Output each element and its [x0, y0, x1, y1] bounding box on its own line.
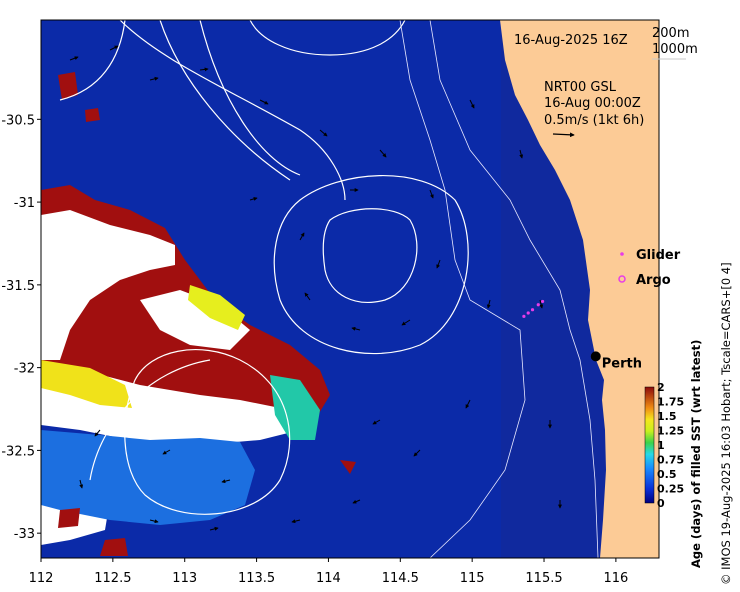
lon-tick-label: 112: [29, 571, 54, 586]
green-patch: [270, 375, 320, 440]
colorbar-tick-label: 2: [657, 381, 665, 394]
lat-tick-label: -32.5: [1, 444, 35, 459]
colorbar-tick-label: 0.5: [657, 468, 677, 481]
current-time: 16-Aug 00:00Z: [544, 96, 641, 111]
colorbar-tick-label: 1.25: [657, 425, 684, 438]
lon-tick-label: 114.5: [382, 571, 419, 586]
lat-tick-label: -31.5: [1, 279, 35, 294]
longitude-axis: 112 112.5 113 113.5 114 114.5 115 115.5 116: [29, 558, 628, 586]
glider-position: [540, 299, 545, 304]
lon-tick-label: 115.5: [525, 571, 562, 586]
colorbar-tick-label: 0.25: [657, 483, 684, 496]
colorbar-tick-label: 1.75: [657, 396, 684, 409]
credit-text: © IMOS 19-Aug-2025 16:03 Hobart; Tscale=…: [719, 262, 733, 585]
city-marker: [590, 351, 601, 362]
colorbar-title: Age (days) of filled SST (wrt latest): [689, 340, 703, 568]
glider-position: [530, 308, 535, 312]
contour-legend-200m: 200m: [652, 26, 689, 41]
colorbar-tick-label: 0: [657, 497, 665, 510]
latitude-axis: -30.5 -31 -31.5 -32 -32.5 -33: [1, 113, 41, 542]
colorbar-tick-label: 1.5: [657, 410, 677, 423]
colorbar-ticks: 2 1.751.5 1.251 0.750.5 0.250: [657, 381, 684, 510]
glider-track: [522, 299, 545, 318]
younger-sst-region: [41, 430, 255, 525]
red-speckle: [58, 72, 356, 556]
colorbar-tick-label: 0.75: [657, 454, 684, 467]
glider-position: [536, 303, 540, 307]
lon-tick-label: 115: [460, 571, 485, 586]
date-label: 16-Aug-2025 16Z: [514, 33, 628, 48]
glider-position: [526, 311, 530, 315]
current-scale: 0.5m/s (1kt 6h): [544, 113, 644, 128]
lat-tick-label: -31: [14, 196, 35, 211]
argo-marker: [618, 275, 626, 283]
sst-isotherms: [59, 20, 469, 515]
bathymetry-1000m: [399, 20, 526, 558]
no-data-region: [41, 210, 175, 360]
legend-argo-label: Argo: [636, 273, 671, 288]
lon-tick-label: 113: [172, 571, 197, 586]
contour-legend-1000m: 1000m: [652, 42, 698, 57]
lat-tick-label: -32: [14, 362, 35, 377]
glider-marker: [620, 252, 624, 256]
no-data-region-3: [140, 290, 250, 350]
plot-frame: [40, 19, 660, 559]
current-vectors: [69, 45, 562, 531]
lon-tick-label: 116: [603, 571, 628, 586]
glider-position: [522, 314, 526, 318]
legend-glider-label: Glider: [636, 248, 681, 263]
bathymetry-200m: [429, 20, 599, 558]
current-scale-arrow: [552, 132, 575, 138]
colorbar-tick-label: 1: [657, 439, 665, 452]
lon-tick-label: 113.5: [238, 571, 275, 586]
yellow-band-2: [188, 285, 245, 330]
land-mass: [500, 20, 659, 558]
lat-tick-label: -33: [14, 527, 35, 542]
colorbar: [644, 386, 655, 504]
city-label: Perth: [602, 356, 642, 371]
lat-tick-label: -30.5: [1, 113, 35, 128]
lon-tick-label: 112.5: [94, 571, 131, 586]
yellow-band: [41, 360, 132, 408]
lon-tick-label: 114: [316, 571, 341, 586]
current-source: NRT00 GSL: [544, 80, 617, 95]
